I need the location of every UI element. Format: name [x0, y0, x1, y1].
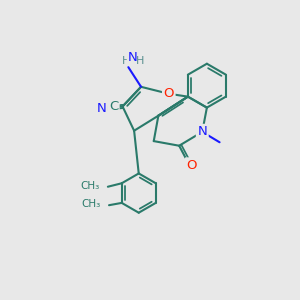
Text: O: O — [164, 87, 174, 100]
Text: H: H — [122, 56, 130, 66]
Text: N: N — [197, 125, 207, 138]
Text: CH₃: CH₃ — [80, 181, 100, 190]
Text: N: N — [128, 51, 138, 64]
Text: C: C — [109, 100, 119, 113]
Text: O: O — [186, 159, 197, 172]
Text: CH₃: CH₃ — [82, 199, 101, 209]
Text: H: H — [136, 56, 144, 66]
Text: N: N — [97, 102, 107, 115]
